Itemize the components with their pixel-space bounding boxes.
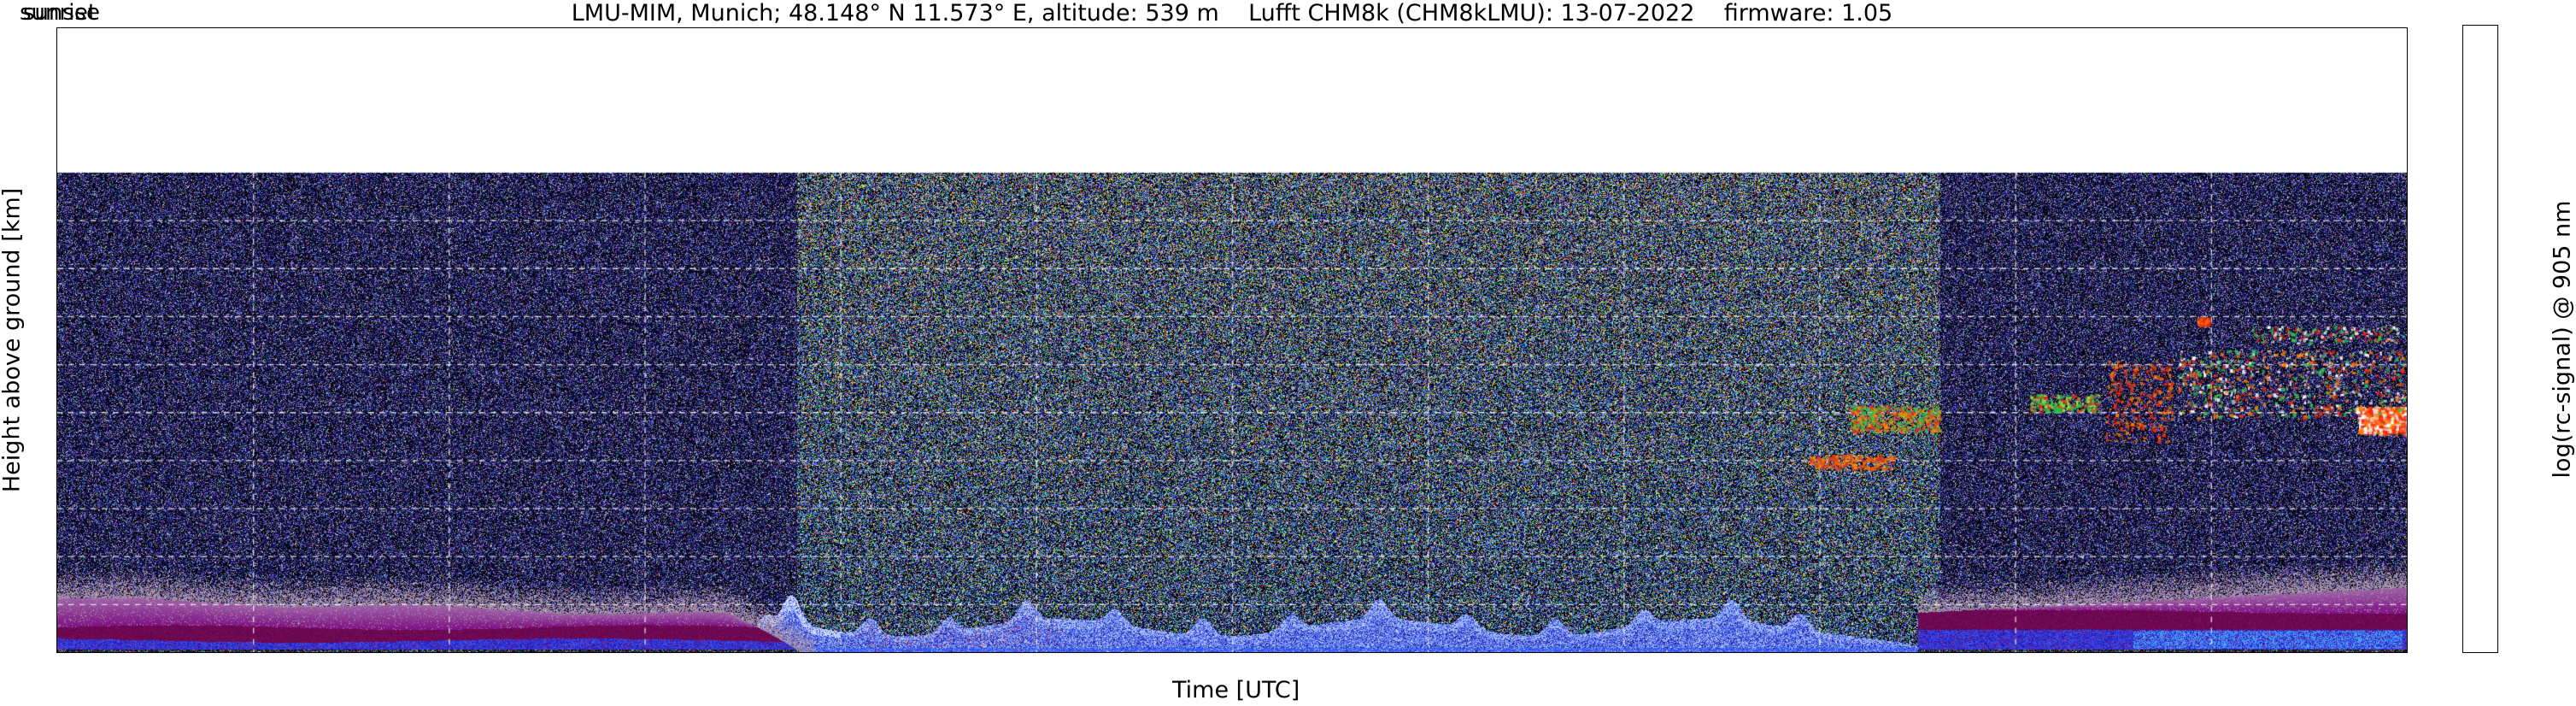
x-axis-label: Time [UTC]: [1172, 677, 1300, 703]
sunrise-label: sunrise: [20, 0, 100, 26]
sunset-label: sunset: [22, 0, 97, 26]
figure-title: LMU-MIM, Munich; 48.148° N 11.573° E, al…: [571, 0, 1893, 26]
colorbar-label: log(rc-signal) @ 905 nm: [2549, 200, 2576, 479]
ceilometer-heatmap-canvas: [57, 28, 2407, 652]
colorbar-canvas: [2463, 26, 2497, 652]
y-axis-label: Height above ground [km]: [0, 187, 26, 493]
